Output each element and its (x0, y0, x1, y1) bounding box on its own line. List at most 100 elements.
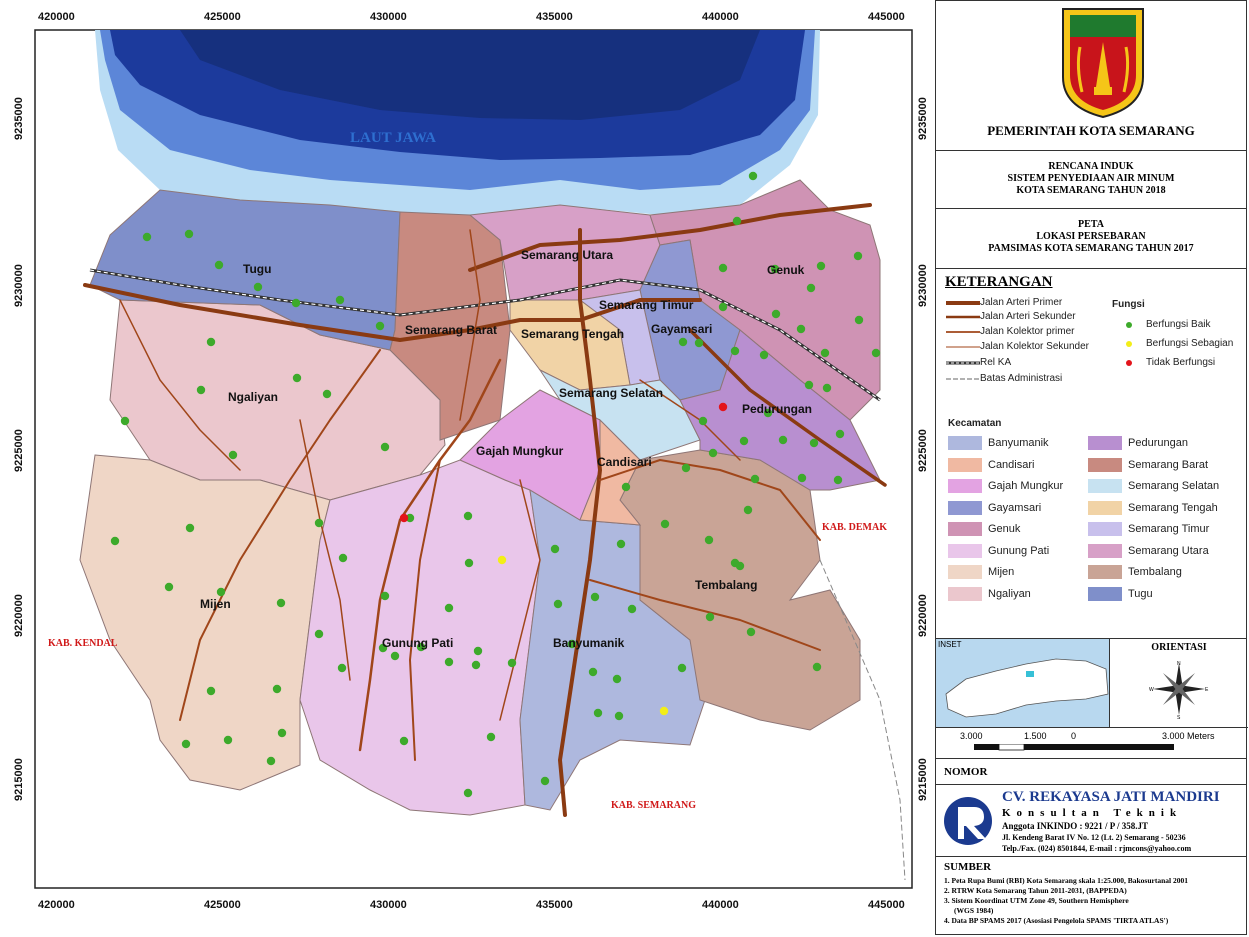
point-functioning-good[interactable] (732, 216, 742, 226)
point-functioning-good[interactable] (185, 523, 195, 533)
point-functioning-partial[interactable] (497, 555, 507, 565)
point-functioning-good[interactable] (694, 338, 704, 348)
point-functioning-good[interactable] (380, 591, 390, 601)
point-functioning-good[interactable] (854, 315, 864, 325)
point-functioning-good[interactable] (540, 776, 550, 786)
map-svg[interactable]: LAUT JAWA (0, 0, 930, 937)
point-functioning-good[interactable] (399, 736, 409, 746)
point-functioning-good[interactable] (253, 282, 263, 292)
point-functioning-good[interactable] (277, 728, 287, 738)
point-functioning-good[interactable] (291, 298, 301, 308)
point-functioning-good[interactable] (380, 442, 390, 452)
point-functioning-good[interactable] (486, 732, 496, 742)
point-functioning-good[interactable] (748, 171, 758, 181)
point-functioning-good[interactable] (292, 373, 302, 383)
point-functioning-good[interactable] (567, 639, 577, 649)
point-functioning-good[interactable] (181, 739, 191, 749)
point-functioning-good[interactable] (228, 450, 238, 460)
point-functioning-good[interactable] (216, 587, 226, 597)
point-functioning-good[interactable] (416, 642, 426, 652)
point-functioning-good[interactable] (593, 708, 603, 718)
point-functioning-good[interactable] (678, 337, 688, 347)
inset-section: INSET ORIENTASI N S E W 3.000 1.500 0 3.… (936, 639, 1248, 759)
point-functioning-good[interactable] (698, 416, 708, 426)
point-functioning-good[interactable] (833, 475, 843, 485)
point-functioning-good[interactable] (797, 473, 807, 483)
point-functioning-good[interactable] (390, 651, 400, 661)
point-functioning-good[interactable] (507, 658, 517, 668)
point-functioning-good[interactable] (718, 302, 728, 312)
point-functioning-good[interactable] (335, 295, 345, 305)
point-functioning-good[interactable] (616, 539, 626, 549)
point-functioning-good[interactable] (463, 788, 473, 798)
point-functioning-good[interactable] (871, 348, 881, 358)
point-functioning-good[interactable] (812, 662, 822, 672)
point-functioning-good[interactable] (206, 686, 216, 696)
point-functioning-good[interactable] (835, 429, 845, 439)
point-functioning-good[interactable] (708, 448, 718, 458)
point-functioning-good[interactable] (473, 646, 483, 656)
point-functioning-good[interactable] (660, 519, 670, 529)
point-functioning-good[interactable] (730, 346, 740, 356)
point-functioning-good[interactable] (590, 592, 600, 602)
point-functioning-good[interactable] (164, 582, 174, 592)
point-functioning-good[interactable] (809, 438, 819, 448)
point-functioning-good[interactable] (853, 251, 863, 261)
point-functioning-good[interactable] (553, 599, 563, 609)
point-functioning-good[interactable] (196, 385, 206, 395)
point-functioning-good[interactable] (142, 232, 152, 242)
point-functioning-good[interactable] (471, 660, 481, 670)
point-functioning-good[interactable] (375, 321, 385, 331)
point-functioning-good[interactable] (612, 674, 622, 684)
point-functioning-good[interactable] (704, 535, 714, 545)
point-functioning-good[interactable] (110, 536, 120, 546)
point-functioning-good[interactable] (206, 337, 216, 347)
point-functioning-good[interactable] (822, 383, 832, 393)
point-functioning-good[interactable] (463, 511, 473, 521)
point-functioning-good[interactable] (627, 604, 637, 614)
point-functioning-good[interactable] (750, 474, 760, 484)
point-functioning-good[interactable] (314, 518, 324, 528)
point-functioning-good[interactable] (120, 416, 130, 426)
point-functioning-good[interactable] (681, 463, 691, 473)
point-not-functioning[interactable] (718, 402, 728, 412)
point-functioning-good[interactable] (677, 663, 687, 673)
point-functioning-good[interactable] (550, 544, 560, 554)
point-functioning-good[interactable] (778, 435, 788, 445)
point-functioning-good[interactable] (771, 309, 781, 319)
point-functioning-good[interactable] (804, 380, 814, 390)
point-functioning-good[interactable] (378, 643, 388, 653)
point-functioning-good[interactable] (816, 261, 826, 271)
point-functioning-good[interactable] (806, 283, 816, 293)
point-functioning-good[interactable] (705, 612, 715, 622)
point-functioning-good[interactable] (338, 553, 348, 563)
point-functioning-good[interactable] (763, 408, 773, 418)
point-functioning-good[interactable] (214, 260, 224, 270)
point-functioning-good[interactable] (337, 663, 347, 673)
point-functioning-good[interactable] (796, 324, 806, 334)
point-functioning-good[interactable] (276, 598, 286, 608)
point-functioning-good[interactable] (314, 629, 324, 639)
point-functioning-good[interactable] (759, 350, 769, 360)
point-functioning-good[interactable] (735, 561, 745, 571)
point-functioning-good[interactable] (444, 657, 454, 667)
point-functioning-good[interactable] (322, 389, 332, 399)
point-functioning-good[interactable] (743, 505, 753, 515)
point-functioning-partial[interactable] (659, 706, 669, 716)
point-functioning-good[interactable] (739, 436, 749, 446)
point-functioning-good[interactable] (223, 735, 233, 745)
point-functioning-good[interactable] (746, 627, 756, 637)
point-not-functioning[interactable] (399, 513, 409, 523)
point-functioning-good[interactable] (266, 756, 276, 766)
point-functioning-good[interactable] (614, 711, 624, 721)
point-functioning-good[interactable] (405, 513, 415, 523)
point-functioning-good[interactable] (621, 482, 631, 492)
point-functioning-good[interactable] (718, 263, 728, 273)
point-functioning-good[interactable] (588, 667, 598, 677)
point-functioning-good[interactable] (444, 603, 454, 613)
point-functioning-good[interactable] (820, 348, 830, 358)
point-functioning-good[interactable] (770, 264, 780, 274)
point-functioning-good[interactable] (464, 558, 474, 568)
point-functioning-good[interactable] (272, 684, 282, 694)
point-functioning-good[interactable] (184, 229, 194, 239)
